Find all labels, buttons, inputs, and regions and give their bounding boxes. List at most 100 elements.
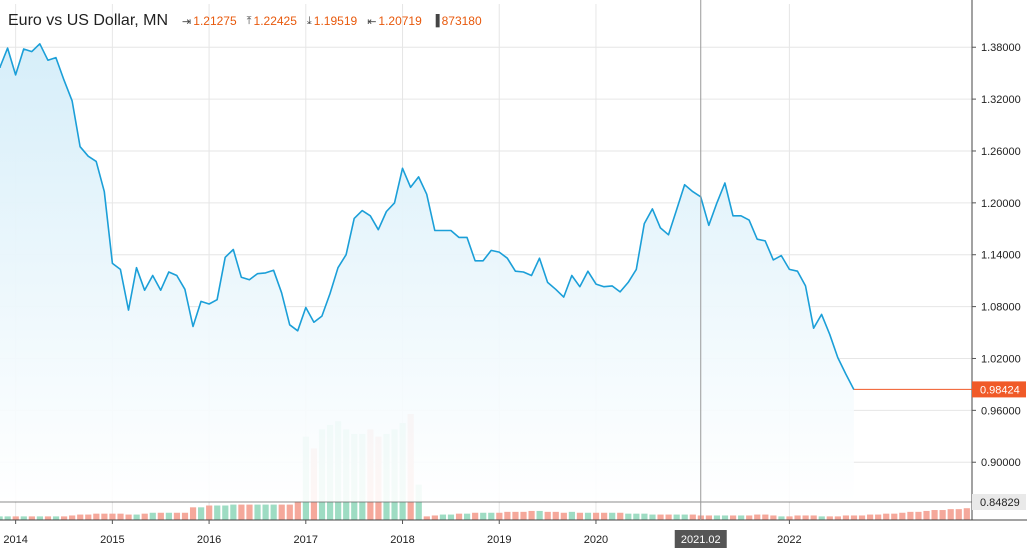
volume-bar <box>963 508 970 520</box>
close-value: 1.20719 <box>378 14 422 28</box>
volume-bar <box>625 513 632 520</box>
volume-level-tag <box>972 494 1026 510</box>
volume-bar <box>206 505 213 520</box>
volume-bar <box>947 509 954 520</box>
volume-bar <box>657 514 664 520</box>
volume-bar <box>923 510 930 520</box>
volume-bar <box>77 514 84 520</box>
volume-bar <box>157 512 164 520</box>
chart-header: Euro vs US Dollar, MN ⇥ 1.21275 ⤒ 1.22425 … <box>8 10 492 32</box>
x-tick-label: 2016 <box>197 534 221 546</box>
open-value: 1.21275 <box>193 14 237 28</box>
y-tick-label: 1.26000 <box>981 146 1021 158</box>
volume-bar <box>576 512 584 520</box>
volume-bar <box>633 513 640 520</box>
volume-bar <box>738 515 745 520</box>
high-arrow-icon: ⤒ <box>246 14 252 27</box>
volume-bar <box>222 505 229 520</box>
volume-bar <box>931 510 938 520</box>
volume-bar <box>198 507 205 520</box>
low-arrow-icon: ⤓ <box>306 14 312 27</box>
volume-bar <box>826 516 833 520</box>
volume-bar <box>754 514 761 520</box>
volume-bar <box>85 514 92 520</box>
volume-bar <box>536 510 543 520</box>
volume-bar <box>778 516 785 520</box>
x-tick-label: 2020 <box>584 534 608 546</box>
volume-bar <box>955 509 962 520</box>
volume-bar <box>552 511 559 520</box>
volume-bar <box>20 516 27 520</box>
volume-value: 873180 <box>441 14 482 28</box>
volume-bar <box>867 514 874 520</box>
x-tick-label: 2018 <box>390 534 414 546</box>
low-stat: ⤓ 1.19519 <box>307 14 357 28</box>
volume-bar <box>149 512 156 520</box>
y-tick-label: 1.38000 <box>981 42 1021 54</box>
y-axis: 1.38000 1.32000 1.26000 1.20000 1.14000 1.080… <box>972 42 1021 469</box>
volume-bar <box>729 515 737 520</box>
y-tick-label: 1.08000 <box>981 302 1021 314</box>
volume-bar <box>472 512 479 520</box>
x-tick-label: 2017 <box>294 534 318 546</box>
volume-bar <box>665 514 672 520</box>
volume-bar <box>810 515 817 520</box>
volume-bar <box>915 511 922 520</box>
x-axis: 2014 2015 2016 2017 2018 2019 2020 2022 <box>3 520 802 546</box>
y-tick-label: 1.32000 <box>981 94 1021 106</box>
volume-bar <box>891 513 898 520</box>
volume-bar <box>520 511 527 520</box>
price-area <box>0 43 854 503</box>
volume-bar <box>818 516 825 520</box>
volume-bar <box>101 513 108 520</box>
x-tick-label: 2019 <box>487 534 511 546</box>
volume-bar <box>488 512 495 520</box>
volume-bar <box>173 512 181 520</box>
volume-bar <box>512 511 519 520</box>
volume-bar <box>93 513 100 520</box>
volume-bar <box>842 515 850 520</box>
volume-bar <box>649 514 656 520</box>
volume-bar <box>125 514 132 520</box>
volume-bar <box>44 516 52 520</box>
volume-bar <box>568 511 575 520</box>
volume-bar <box>786 516 793 520</box>
chart-title: Euro vs US Dollar, MN <box>8 12 169 29</box>
close-stat: ⇤ 1.20719 <box>367 14 422 28</box>
volume-bar <box>4 516 11 520</box>
y-tick-label: 1.20000 <box>981 198 1021 210</box>
x-tick-label: 2022 <box>777 534 801 546</box>
volume-bar <box>69 515 76 520</box>
volume-bar <box>544 511 551 520</box>
y-tick-label: 0.96000 <box>981 405 1021 417</box>
volume-bar <box>496 512 503 520</box>
volume-bar <box>641 513 648 520</box>
volume-bar <box>238 504 245 520</box>
volume-bar <box>423 516 430 520</box>
volume-bar <box>681 514 688 520</box>
volume-bar <box>504 511 511 520</box>
volume-bar <box>713 515 721 520</box>
volume-bar <box>36 516 44 520</box>
volume-bar <box>189 507 197 520</box>
volume-bar <box>858 515 866 520</box>
close-arrow-icon: ⇤ <box>367 15 377 28</box>
volume-bar <box>850 515 858 520</box>
volume-bar <box>802 515 809 520</box>
crosshair-tag <box>674 530 727 548</box>
open-arrow-icon: ⇥ <box>182 15 192 28</box>
volume-bar <box>899 512 906 520</box>
volume-bar <box>133 514 140 520</box>
volume-bar <box>480 512 487 520</box>
volume-bars-icon: ▐ <box>431 15 440 27</box>
volume-bar <box>464 513 471 520</box>
volume-bar <box>294 500 301 520</box>
low-value: 1.19519 <box>313 14 358 28</box>
volume-bar <box>939 510 946 520</box>
volume-bar <box>584 512 592 520</box>
volume-bar <box>214 505 221 520</box>
volume-bar <box>455 513 463 520</box>
volume-bar <box>705 515 712 520</box>
volume-level-label: 0.84829 <box>980 497 1020 509</box>
